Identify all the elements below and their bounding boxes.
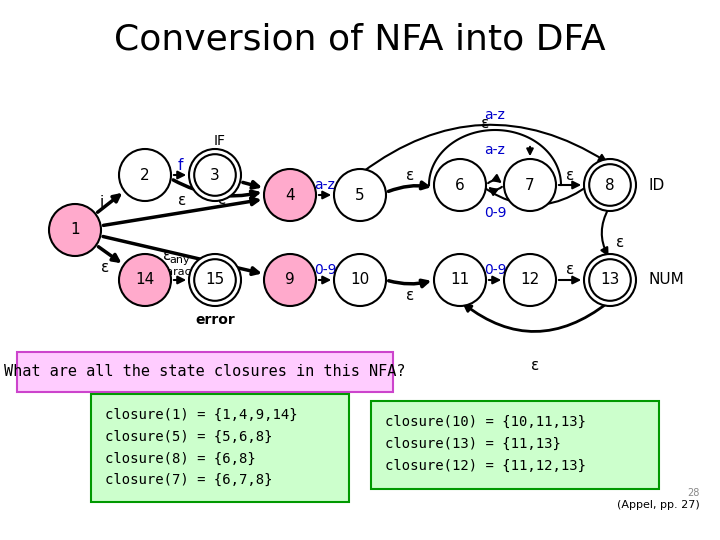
Text: ε: ε — [566, 262, 574, 278]
Text: a-z: a-z — [485, 143, 505, 157]
Text: 0-9: 0-9 — [314, 263, 336, 277]
FancyBboxPatch shape — [91, 394, 349, 502]
Circle shape — [264, 254, 316, 306]
Text: (Appel, pp. 27): (Appel, pp. 27) — [617, 500, 700, 510]
Text: closure(10) = {10,11,13}
closure(13) = {11,13}
closure(12) = {11,12,13}: closure(10) = {10,11,13} closure(13) = {… — [385, 415, 586, 472]
Circle shape — [584, 254, 636, 306]
Text: 15: 15 — [205, 273, 225, 287]
Text: 12: 12 — [521, 273, 539, 287]
Text: 6: 6 — [455, 178, 465, 192]
Text: ε: ε — [481, 117, 489, 132]
Text: 0-9: 0-9 — [484, 263, 506, 277]
Text: 7: 7 — [525, 178, 535, 192]
Text: 8: 8 — [606, 178, 615, 192]
Text: ε: ε — [406, 167, 414, 183]
Text: ID: ID — [648, 178, 665, 192]
Circle shape — [434, 159, 486, 211]
FancyBboxPatch shape — [371, 401, 659, 489]
Text: 28: 28 — [688, 488, 700, 498]
Text: 13: 13 — [600, 273, 620, 287]
Text: i: i — [100, 195, 104, 210]
Text: ε: ε — [616, 235, 624, 250]
Circle shape — [119, 254, 171, 306]
Text: 11: 11 — [451, 273, 469, 287]
Text: 0-9: 0-9 — [484, 206, 506, 220]
Circle shape — [504, 159, 556, 211]
Text: any
character: any character — [153, 255, 207, 277]
Circle shape — [189, 149, 241, 201]
Text: NUM: NUM — [648, 273, 684, 287]
Text: f: f — [177, 158, 183, 172]
Text: 14: 14 — [135, 273, 155, 287]
Circle shape — [119, 149, 171, 201]
Text: 5: 5 — [355, 187, 365, 202]
Text: ε: ε — [101, 260, 109, 274]
Text: What are all the state closures in this NFA?: What are all the state closures in this … — [4, 364, 406, 380]
Circle shape — [334, 169, 386, 221]
Text: IF: IF — [214, 134, 226, 148]
Text: 3: 3 — [210, 167, 220, 183]
Circle shape — [334, 254, 386, 306]
Circle shape — [434, 254, 486, 306]
Text: closure(1) = {1,4,9,14}
closure(5) = {5,6,8}
closure(8) = {6,8}
closure(7) = {6,: closure(1) = {1,4,9,14} closure(5) = {5,… — [105, 408, 297, 487]
Text: 4: 4 — [285, 187, 294, 202]
Circle shape — [584, 159, 636, 211]
Text: 1: 1 — [70, 222, 80, 238]
Circle shape — [189, 254, 241, 306]
Text: 9: 9 — [285, 273, 295, 287]
Text: 2: 2 — [140, 167, 150, 183]
Text: ε: ε — [531, 359, 539, 374]
Text: ε: ε — [163, 247, 171, 262]
Text: Conversion of NFA into DFA: Conversion of NFA into DFA — [114, 23, 606, 57]
FancyBboxPatch shape — [17, 352, 393, 392]
Text: ε: ε — [566, 167, 574, 183]
Text: 10: 10 — [351, 273, 369, 287]
Text: ε: ε — [406, 287, 414, 302]
Text: ε: ε — [218, 192, 227, 207]
Circle shape — [49, 204, 101, 256]
Text: ε: ε — [179, 193, 186, 208]
Text: a-z: a-z — [485, 108, 505, 122]
Text: a-z: a-z — [315, 178, 336, 192]
Circle shape — [504, 254, 556, 306]
Circle shape — [264, 169, 316, 221]
Text: error: error — [195, 313, 235, 327]
